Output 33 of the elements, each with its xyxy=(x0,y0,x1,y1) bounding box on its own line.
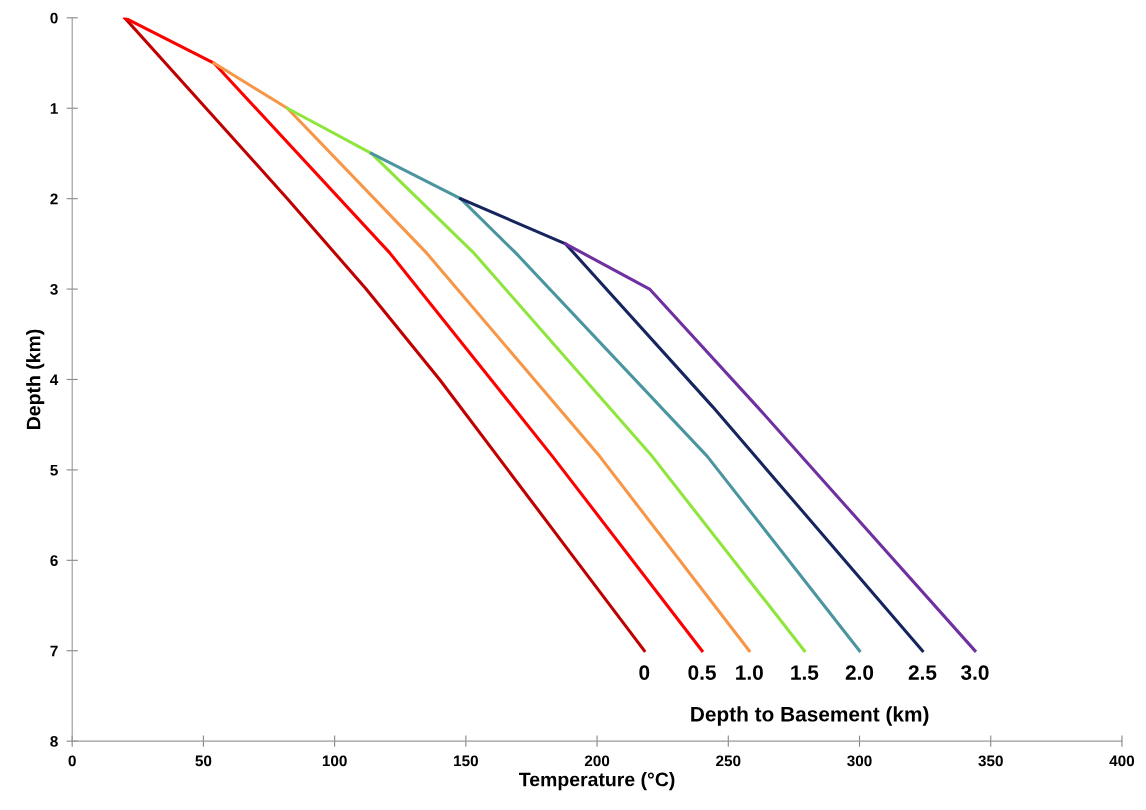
y-tick-label: 6 xyxy=(50,555,58,566)
x-tick-label: 300 xyxy=(847,755,872,767)
x-tick-label: 400 xyxy=(1109,755,1135,767)
y-tick-label: 5 xyxy=(50,464,58,476)
y-tick-label: 2 xyxy=(50,193,58,205)
series-label: 0 xyxy=(639,665,650,680)
x-tick-label: 250 xyxy=(716,755,741,767)
series-label: 1.5 xyxy=(791,665,819,680)
x-tick-label: 200 xyxy=(584,755,610,767)
x-tick-label: 0 xyxy=(68,755,76,767)
y-tick-label: 4 xyxy=(50,374,59,386)
y-tick-label: 3 xyxy=(50,283,58,295)
x-axis-title: Temperature (°C) xyxy=(519,772,675,791)
x-tick-label: 350 xyxy=(978,755,1003,767)
line-series xyxy=(212,61,751,653)
x-tick-label: 50 xyxy=(195,755,212,767)
line-series xyxy=(285,106,806,653)
line-series xyxy=(564,242,977,653)
y-tick-label: 8 xyxy=(50,736,58,747)
y-tick-label: 1 xyxy=(50,103,58,114)
series-label: 2.0 xyxy=(845,665,874,680)
x-tick-label: 100 xyxy=(322,755,347,767)
line-series xyxy=(369,151,862,653)
series-label: 3.0 xyxy=(960,665,989,680)
legend-title: Depth to Basement (km) xyxy=(691,706,929,726)
y-tick-label: 0 xyxy=(50,12,58,24)
series-label: 2.5 xyxy=(908,665,937,680)
line-series xyxy=(459,197,925,653)
y-axis-title: Depth (km) xyxy=(26,329,45,429)
series-label: 1.0 xyxy=(736,665,763,680)
x-tick-label: 150 xyxy=(454,755,478,767)
y-tick-label: 7 xyxy=(50,645,58,657)
series-label: 0.5 xyxy=(688,665,716,680)
